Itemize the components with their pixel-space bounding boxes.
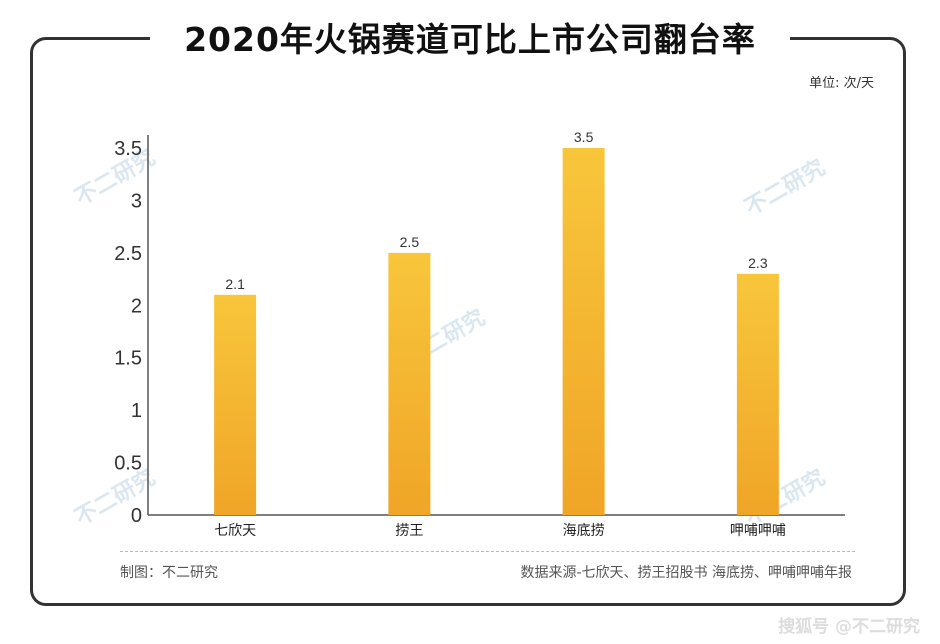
y-tick-label: 3: [131, 190, 142, 212]
bar: [214, 294, 257, 515]
x-tick-label: 七欣天: [214, 523, 256, 539]
y-tick-label: 2: [131, 295, 142, 317]
x-tick-label: 捞王: [395, 523, 423, 539]
x-tick-label: 呷哺呷哺: [730, 523, 786, 539]
x-tick-label: 海底捞: [563, 523, 605, 539]
y-tick-label: 0.5: [114, 453, 142, 475]
bar-value-label: 2.5: [400, 234, 420, 250]
bar-value-label: 2.1: [225, 276, 245, 292]
title-container: 2020年火锅赛道可比上市公司翻台率: [150, 6, 790, 68]
bar-value-label: 2.3: [748, 255, 768, 271]
y-tick-label: 1: [131, 400, 142, 422]
bar: [562, 148, 605, 515]
bottom-watermark: 搜狐号 @不二研究: [778, 617, 920, 637]
footer-source: 数据来源-七欣天、捞王招股书 海底捞、呷哺呷哺年报: [520, 565, 852, 581]
footer-divider: [120, 551, 855, 552]
y-tick-label: 3.5: [114, 138, 142, 160]
y-tick-label: 1.5: [114, 348, 142, 370]
y-tick-label: 2.5: [114, 243, 142, 265]
bar: [736, 273, 779, 515]
chart-title: 2020年火锅赛道可比上市公司翻台率: [184, 20, 756, 59]
bar-value-label: 3.5: [574, 129, 594, 145]
bar: [388, 252, 431, 515]
y-tick-label: 0: [131, 505, 142, 527]
footer-credit: 制图：不二研究: [120, 565, 218, 581]
unit-label: 单位: 次/天: [809, 76, 874, 91]
